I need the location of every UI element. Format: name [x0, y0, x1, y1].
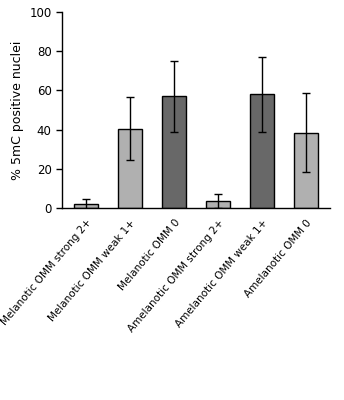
Bar: [294, 132, 318, 208]
Bar: [74, 204, 98, 208]
Bar: [206, 201, 230, 208]
Y-axis label: % 5mC positive nuclei: % 5mC positive nuclei: [11, 40, 24, 180]
Bar: [250, 94, 274, 208]
Bar: [162, 96, 186, 208]
Bar: [118, 129, 142, 208]
